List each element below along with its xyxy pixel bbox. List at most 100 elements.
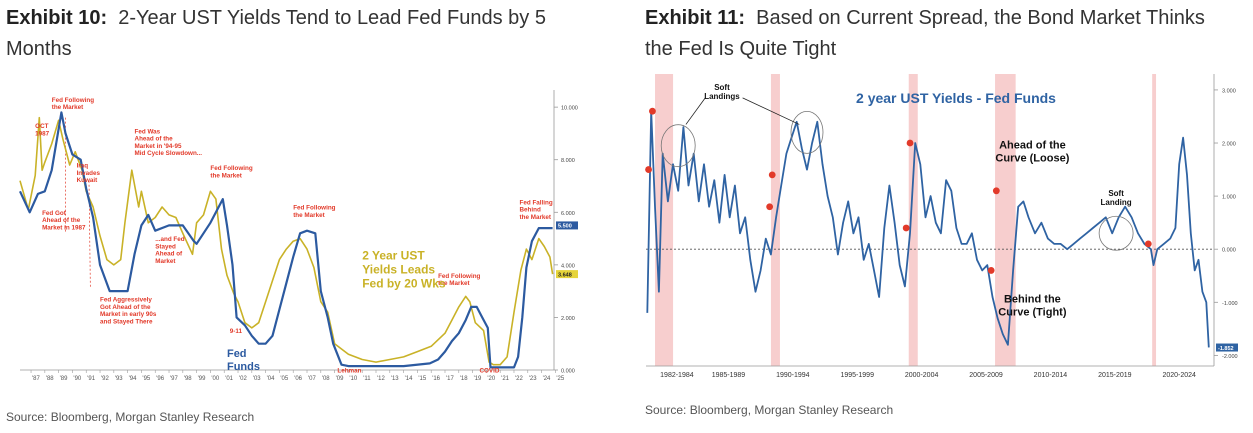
chart10-y-tick-label: 4.000	[561, 263, 575, 269]
chart10-annotation: ...and Fed Stayed Ahead of Market	[155, 236, 185, 265]
chart10-annotation-line: Fed Aggressively	[100, 297, 152, 304]
chart10-series-label-fed: Fed Funds	[227, 348, 260, 373]
chart11-y-tick-label: 2.000	[1222, 142, 1236, 148]
chart11-x-tick-label: 1982-1984	[660, 372, 694, 379]
chart10-x-tick-label: '10	[349, 376, 357, 382]
chart10-series-label-fed-line: Fed	[227, 348, 247, 360]
chart11-highlight-circle	[790, 111, 824, 154]
chart10-x-tick-label: '88	[46, 376, 54, 382]
chart10-x-tick-label: '95	[142, 376, 150, 382]
chart11-recession-marker	[649, 107, 656, 115]
chart10-x-tick-label: '91	[87, 376, 95, 382]
chart10-x-tick-label: '13	[391, 376, 399, 382]
chart11-highlight-circle	[1098, 215, 1134, 251]
chart11-annotation-soft-landing: Soft Landing	[1101, 189, 1132, 207]
chart10-annotation-line: Fed Was	[135, 128, 161, 135]
chart10-x-tick-label: '89	[60, 376, 68, 382]
chart10-annotation: Fed Following the Market	[210, 165, 252, 179]
chart10-x-tick-label: '15	[418, 376, 426, 382]
chart11-recession-band	[908, 74, 918, 366]
chart10-annotation: OCT 1987	[35, 123, 50, 137]
chart11-recession-marker	[992, 187, 1000, 195]
chart11-recession-marker	[645, 166, 652, 173]
chart11-last-value-badge	[1216, 343, 1238, 352]
chart11-x-tick-label: 1990-1994	[776, 372, 810, 379]
chart10-series-fed-funds	[19, 111, 553, 369]
chart10-x-tick-label: '92	[101, 376, 109, 382]
chart10-annotation-line: Fed Following	[438, 273, 480, 280]
chart10-x-tick-label: '02	[239, 376, 247, 382]
chart10-annotation-line: the Market	[210, 172, 242, 179]
exhibit-11-panel: Exhibit 11: Based on Current Spread, the…	[640, 0, 1253, 433]
chart10-annotation: 9-11	[230, 328, 243, 335]
chart11-y-tick-label: 1.000	[1222, 195, 1236, 201]
chart10-annotation-line: ...and Fed	[155, 236, 185, 243]
chart10-series-label-fed-line: Funds	[227, 361, 260, 373]
chart10-annotation-line: OCT	[35, 123, 48, 130]
chart10-y-tick-label: 8.000	[561, 158, 575, 164]
chart10-x-tick-label: '90	[73, 376, 81, 382]
exhibit-11-chart: 3.000 2.000 1.000 0.000 -1.000 -2.000 1982-19…	[644, 70, 1246, 390]
chart10-annotation-line: Mid Cycle Slowdown...	[135, 150, 203, 157]
chart10-annotation-line: Kuwait	[77, 177, 99, 184]
chart11-recession-band	[655, 74, 674, 366]
chart10-annotation-line: Behind	[520, 207, 541, 214]
chart10-x-tick-label: '20	[487, 376, 495, 382]
chart10-background	[8, 82, 600, 390]
chart10-annotation-line: Ahead of	[155, 251, 183, 258]
chart10-y-axis: 10.000 8.000 6.000 4.000 2.000 0.000	[553, 90, 578, 375]
chart10-y-tick-label: 2.000	[561, 316, 575, 322]
chart10-annotation: Fed Aggressively Got Ahead of the Market i…	[100, 297, 157, 326]
chart11-series: -1.852	[645, 107, 1238, 352]
chart10-last-value-label: 3.648	[558, 272, 572, 278]
chart10-annotation-line: Market	[155, 258, 176, 265]
exhibit-10-title-line1: 2-Year UST Yields Tend to Lead Fed Funds…	[118, 7, 546, 29]
chart10-x-tick-label: '01	[225, 376, 233, 382]
chart11-annotation-soft-landing-line: Soft	[1108, 189, 1124, 198]
chart10-x-tick-label: '87	[32, 376, 40, 382]
chart11-arrow	[685, 97, 706, 125]
chart11-annotation-behind: Behind the Curve (Tight)	[998, 293, 1067, 318]
chart10-x-tick-label: '94	[129, 376, 137, 382]
chart11-recession-marker	[1144, 240, 1152, 248]
chart10-x-tick-label: '04	[267, 376, 275, 382]
exhibit-11-title-line2: the Fed Is Quite Tight	[645, 38, 837, 60]
chart10-annotation: Fed Following the Market	[438, 273, 480, 287]
chart11-x-tick-label: 2010-2014	[1034, 372, 1068, 379]
chart10-annotation-line: Market in early 90s	[100, 311, 157, 318]
chart10-x-tick-label: '99	[198, 376, 206, 382]
chart10-x-tick-label: '96	[156, 376, 164, 382]
chart10-annotation-line: Stayed	[155, 243, 176, 250]
chart11-x-tick-label: 1985-1989	[712, 372, 746, 379]
chart10-x-tick-label: '24	[543, 376, 551, 382]
chart11-x-tick-label: 2005-2009	[969, 372, 1003, 379]
chart11-recession-band	[1152, 74, 1157, 366]
chart10-x-tick-label: '08	[322, 376, 330, 382]
chart10-annotation-line: Got Ahead of the	[100, 304, 151, 311]
chart10-annotation-line: and Stayed There	[100, 318, 153, 325]
chart11-y-axis: 3.000 2.000 1.000 0.000 -1.000 -2.000	[1213, 74, 1238, 366]
chart11-x-tick-label: 2020-2024	[1162, 372, 1196, 379]
chart11-series-spread	[646, 110, 1210, 348]
chart11-background	[644, 70, 1246, 390]
chart10-x-tick-label: '11	[363, 376, 371, 382]
chart10-series-label-ust-line: Yields Leads	[362, 263, 435, 277]
exhibit-10-source: Source: Bloomberg, Morgan Stanley Resear…	[6, 410, 255, 424]
chart10-series-2yr-ust	[19, 116, 554, 366]
chart10-annotation-line: the Market	[52, 104, 84, 111]
chart10-annotation: Fed Got Ahead of the Market in 1987	[42, 210, 86, 231]
chart11-annotation-ahead-line: Ahead of the	[999, 139, 1066, 151]
chart10-x-tick-label: '17	[446, 376, 454, 382]
chart10-annotation-line: 1987	[35, 130, 50, 137]
chart10-annotation-line: Fed Got	[42, 210, 67, 217]
chart10-x-tick-label: '14	[405, 376, 413, 382]
chart11-recession-marker	[987, 267, 995, 274]
chart11-recession-marker	[768, 171, 776, 179]
chart11-annotation-ahead-line: Curve (Loose)	[995, 152, 1069, 164]
chart10-y-tick-label: 10.000	[561, 106, 578, 112]
exhibit-11-title-line1: Based on Current Spread, the Bond Market…	[756, 7, 1205, 29]
chart10-annotation-line: Ahead of the	[42, 217, 81, 224]
